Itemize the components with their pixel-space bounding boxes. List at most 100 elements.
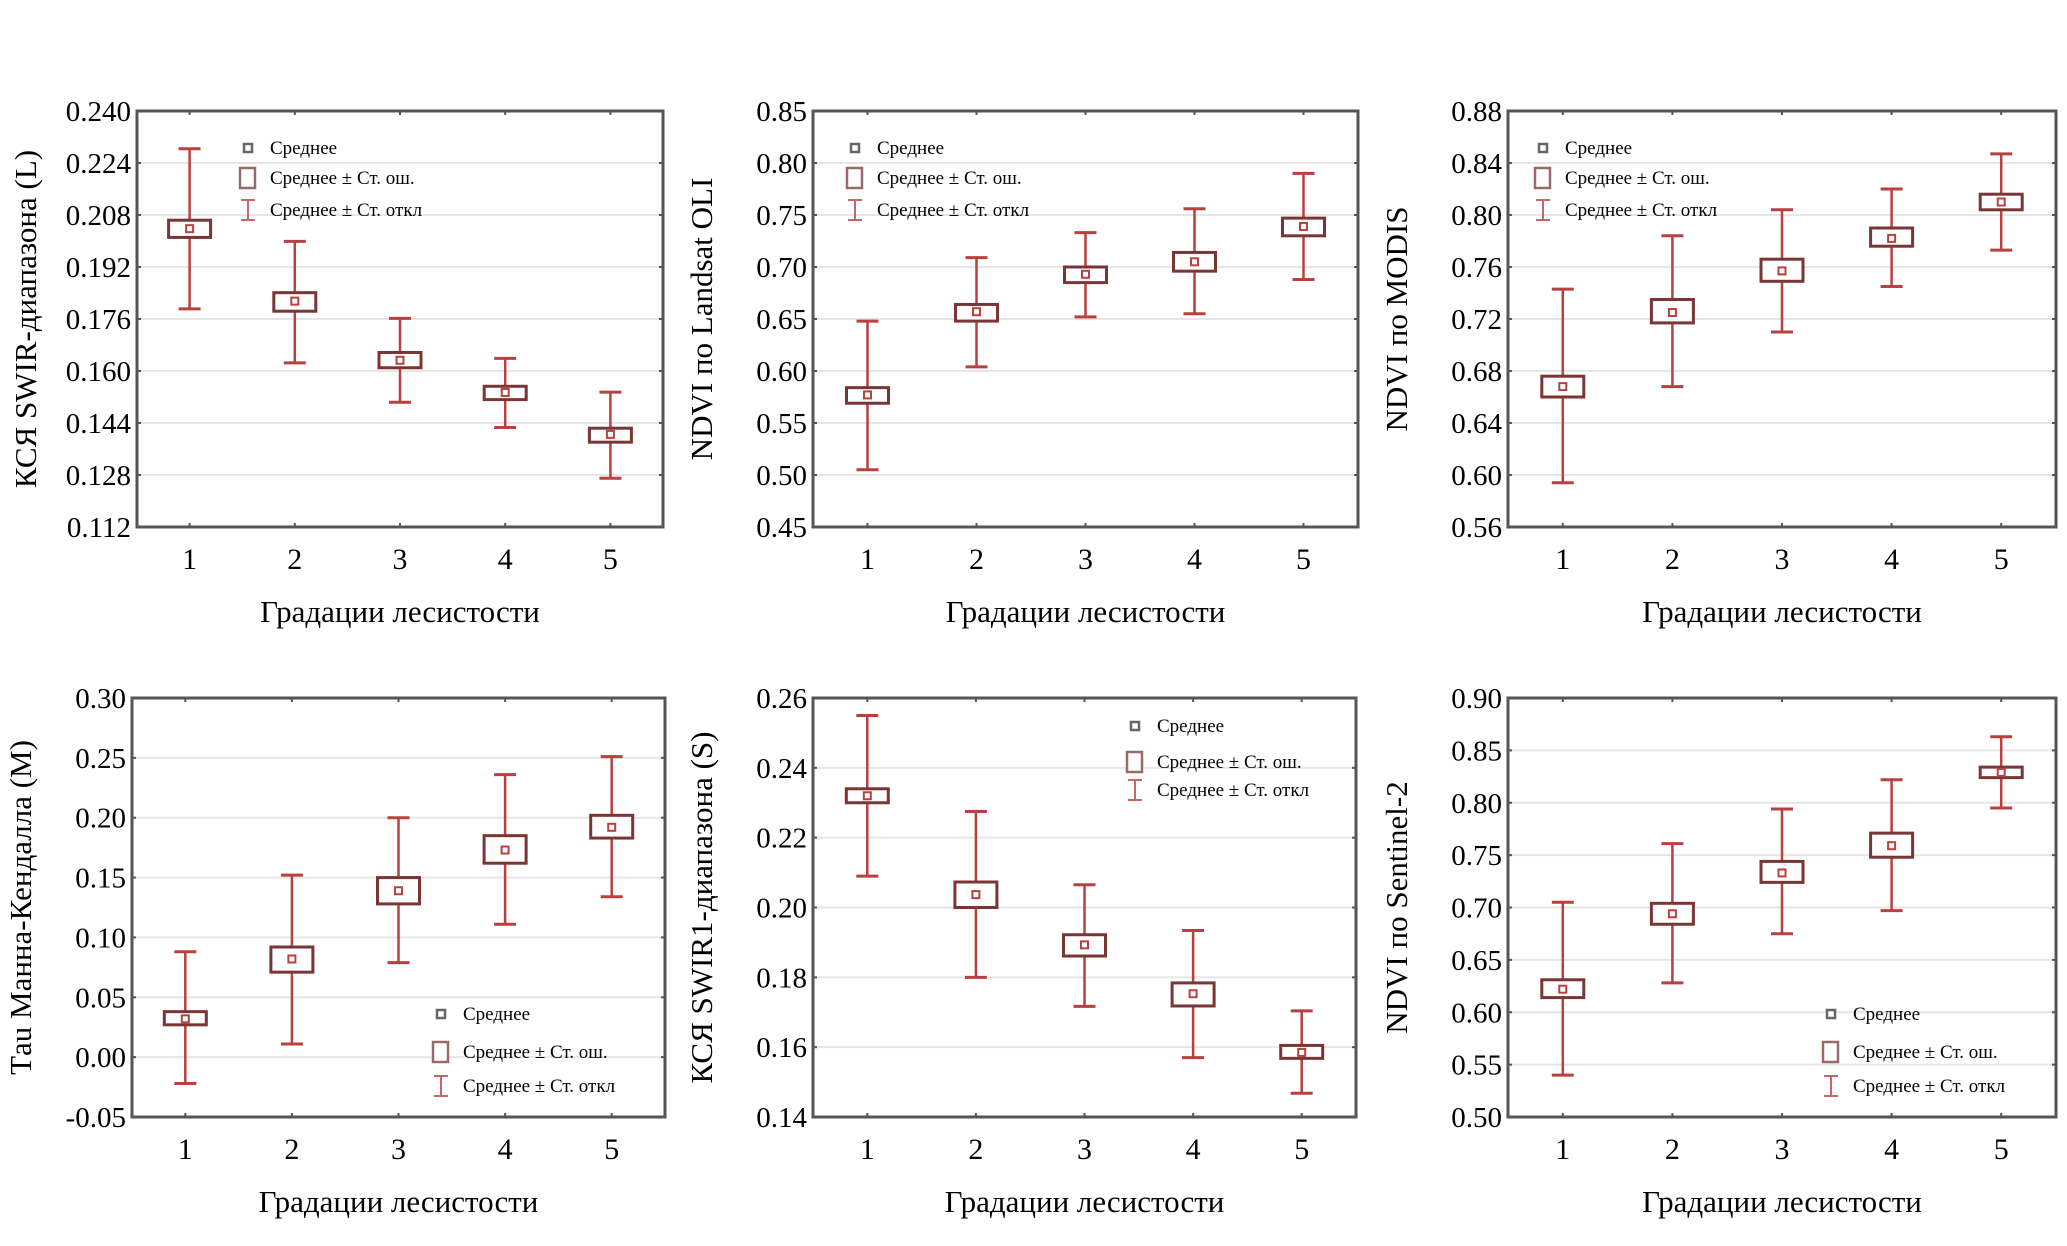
y-tick-label: 0.112: [67, 512, 131, 544]
x-tick-label: 5: [1294, 1133, 1309, 1166]
y-tick-label: 0.64: [1451, 408, 1502, 440]
legend-label-se: Среднее ± Ст. ош.: [877, 168, 1022, 189]
y-tick-label: 0.128: [66, 460, 131, 492]
mean-marker: [290, 296, 300, 306]
x-tick-label: 3: [1775, 543, 1790, 576]
x-tick-label: 2: [1665, 543, 1680, 576]
box-group: [1869, 778, 1915, 913]
box-group: [1281, 171, 1326, 281]
legend-label-se: Среднее ± Ст. ош.: [1157, 752, 1302, 773]
legend: Среднее Среднее ± Ст. ош. Среднее ± Ст. от…: [1533, 138, 1718, 221]
x-tick-label: 4: [498, 543, 513, 576]
legend-label-se: Среднее ± Ст. ош.: [270, 168, 415, 189]
mean-marker: [1667, 909, 1677, 919]
x-tick-label: 4: [1884, 543, 1899, 576]
box-group: [1649, 842, 1695, 985]
y-axis-title: NDVI по Sentinel-2: [1379, 781, 1414, 1034]
y-tick-label: 0.18: [756, 962, 807, 994]
mean-marker: [862, 791, 872, 801]
y-tick-label: 0.208: [66, 200, 131, 232]
legend-se-box-icon: [1533, 166, 1552, 190]
box-group: [1063, 231, 1108, 319]
x-tick-label: 3: [391, 1133, 406, 1166]
box-group: [1869, 187, 1915, 288]
y-tick-label: 0.56: [1451, 512, 1502, 544]
mean-marker: [1996, 197, 2006, 207]
legend-mean-icon: [1825, 1008, 1837, 1020]
y-axis-title: КСЯ SWIR-диапазона (L): [8, 150, 43, 488]
box-group: [377, 316, 423, 404]
y-tick-label: 0.65: [756, 304, 807, 336]
y-tick-label: 0.20: [75, 803, 126, 835]
y-tick-label: 0.00: [75, 1042, 126, 1074]
box-group: [1540, 900, 1586, 1077]
box-group: [1170, 929, 1216, 1060]
y-tick-label: 0.72: [1451, 304, 1502, 336]
mean-marker: [605, 429, 615, 439]
legend-label-se: Среднее ± Ст. ош.: [463, 1042, 608, 1063]
legend-se-box-icon: [1125, 750, 1144, 774]
x-tick-label: 2: [1665, 1133, 1680, 1166]
legend-se-box-icon: [845, 166, 864, 190]
y-tick-label: 0.55: [756, 408, 807, 440]
box-group: [587, 390, 633, 480]
legend-label-sd: Среднее ± Ст. откл: [1565, 200, 1718, 221]
mean-marker: [1188, 989, 1198, 999]
x-tick-label: 3: [1775, 1133, 1790, 1166]
x-tick-label: 3: [1077, 1133, 1092, 1166]
x-tick-label: 5: [1994, 1133, 2009, 1166]
legend-mean-icon: [1129, 720, 1141, 732]
box-group: [589, 755, 635, 899]
mean-marker: [395, 355, 405, 365]
mean-marker: [972, 307, 981, 317]
legend: Среднее Среднее ± Ст. ош. Среднее ± Ст. от…: [238, 138, 423, 221]
y-tick-label: 0.176: [66, 304, 131, 336]
legend-label-mean: Среднее: [1565, 138, 1632, 159]
y-tick-label: 0.20: [756, 893, 807, 925]
x-axis-title: Градации лесистости: [259, 1184, 539, 1219]
y-tick-label: 0.80: [756, 148, 807, 180]
y-tick-label: 0.68: [1451, 356, 1502, 388]
y-tick-label: 0.80: [1451, 788, 1502, 820]
y-tick-label: 0.88: [1451, 96, 1502, 128]
legend-label-mean: Среднее: [1157, 716, 1224, 737]
x-axis-title: Градации лесистости: [945, 1184, 1225, 1219]
y-tick-label: 0.30: [75, 683, 126, 715]
box-group: [953, 809, 999, 979]
y-tick-label: 0.85: [756, 96, 807, 128]
legend: Среднее Среднее ± Ст. ош. Среднее ± Ст. от…: [1125, 716, 1310, 801]
legend-label-sd: Среднее ± Ст. откл: [463, 1076, 616, 1097]
y-tick-label: 0.76: [1451, 252, 1502, 284]
legend-label-mean: Среднее: [1853, 1004, 1920, 1025]
box-group: [844, 713, 890, 878]
legend: Среднее Среднее ± Ст. ош. Среднее ± Ст. от…: [431, 1004, 616, 1097]
box-group: [272, 239, 318, 365]
x-tick-label: 3: [1078, 543, 1093, 576]
x-tick-label: 1: [1555, 543, 1570, 576]
box-group: [1540, 287, 1586, 485]
chart-panel-ndvi-landsat: 0.85 0.80 0.75 0.70 0.65 0.60 0.55 0.50 0.45 1 2 3 4…: [684, 96, 1360, 629]
box-group: [1759, 807, 1805, 936]
legend-label-mean: Среднее: [270, 138, 337, 159]
y-tick-label: 0.160: [66, 356, 131, 388]
y-tick-label: 0.65: [1451, 945, 1502, 977]
y-tick-label: 0.60: [756, 356, 807, 388]
y-axis-title: NDVI по MODIS: [1379, 207, 1414, 432]
mean-marker: [971, 890, 981, 900]
y-tick-label: 0.60: [1451, 460, 1502, 492]
mean-marker: [1777, 868, 1787, 878]
x-tick-label: 4: [1187, 543, 1202, 576]
box-group: [1062, 883, 1107, 1008]
box-group: [845, 319, 890, 472]
mean-marker: [1081, 269, 1090, 279]
y-tick-label: 0.240: [66, 96, 131, 128]
y-tick-label: 0.60: [1451, 997, 1502, 1029]
x-tick-label: 4: [498, 1133, 513, 1166]
y-tick-label: 0.70: [756, 252, 807, 284]
y-tick-label: 0.10: [75, 922, 126, 954]
legend-label-mean: Среднее: [463, 1004, 530, 1025]
x-tick-label: 1: [1555, 1133, 1570, 1166]
mean-marker: [1887, 841, 1897, 851]
y-tick-label: 0.75: [1451, 840, 1502, 872]
legend-mean-icon: [849, 142, 861, 154]
